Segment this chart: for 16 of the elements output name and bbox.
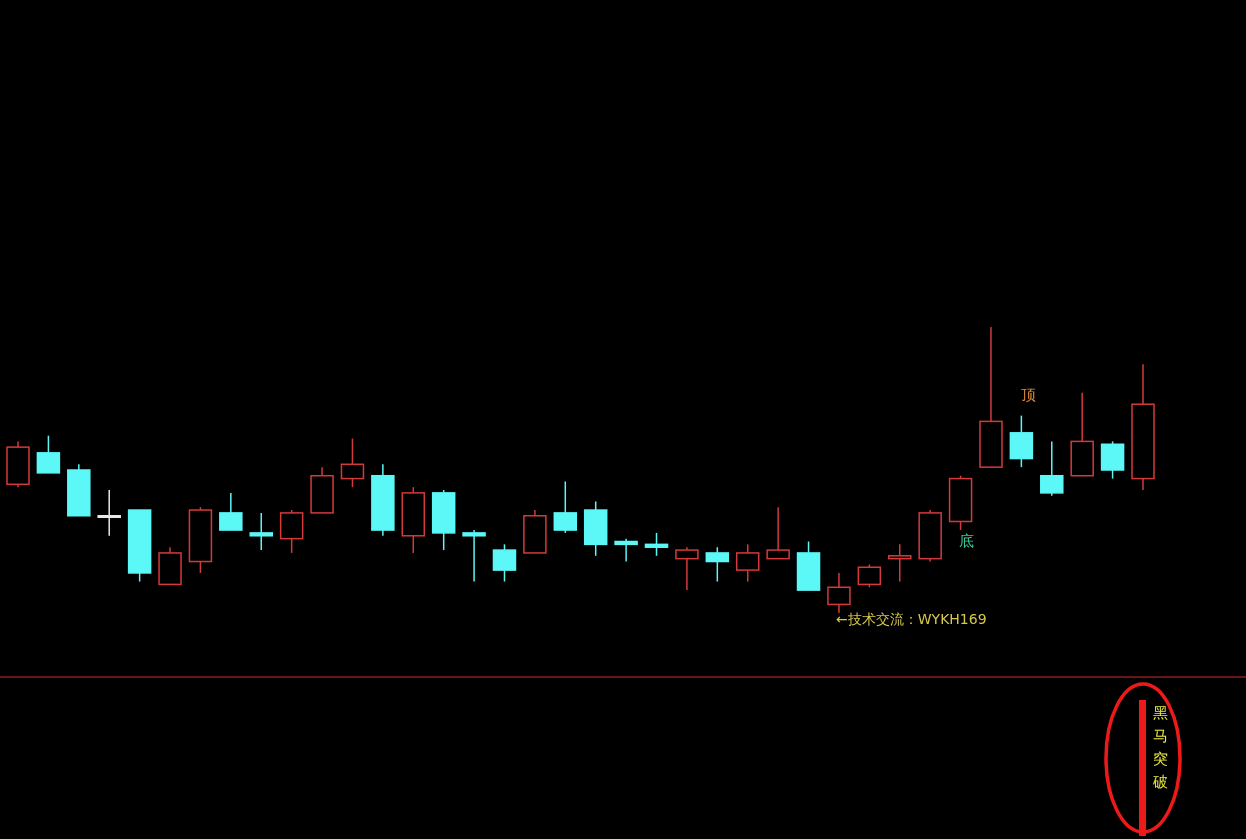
candlestick xyxy=(1040,440,1064,497)
candlestick xyxy=(918,509,942,563)
candlestick xyxy=(614,537,638,563)
candlestick xyxy=(827,572,851,614)
candlestick xyxy=(675,546,699,591)
candlestick xyxy=(6,440,30,488)
candlestick xyxy=(462,529,486,583)
candlestick xyxy=(888,543,912,583)
text: 黑马突破 xyxy=(1151,704,1168,791)
annotation: 顶 xyxy=(1020,386,1036,404)
candlestick xyxy=(97,489,121,537)
annotation: 底 xyxy=(958,532,974,550)
annotation: ←技术交流：WYKH169 xyxy=(836,611,987,627)
candlestick xyxy=(371,463,395,537)
candlestick xyxy=(249,512,273,551)
candlestick xyxy=(1131,363,1155,491)
